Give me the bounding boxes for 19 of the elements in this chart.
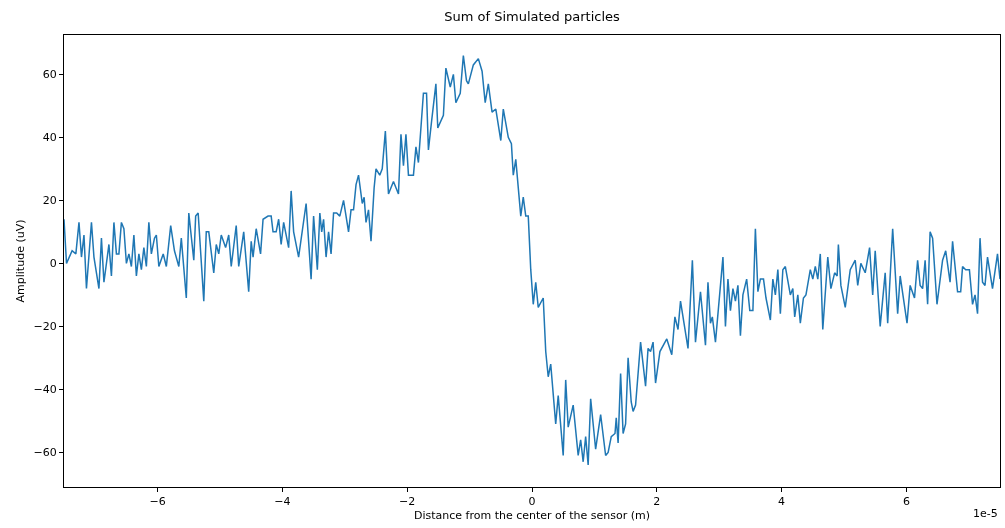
x-tick-label: 6: [902, 495, 910, 509]
y-tick-label: −20: [33, 320, 57, 334]
x-tick-label: 2: [653, 495, 661, 509]
y-tick-label: −60: [33, 446, 57, 460]
chart-title: Sum of Simulated particles: [444, 9, 621, 25]
line-series: [64, 54, 1000, 466]
y-tick-label: 60: [42, 68, 57, 82]
y-tick-label: 20: [42, 194, 57, 208]
x-tick-label: −2: [399, 495, 416, 509]
y-axis-title: Amplitude (uV): [14, 219, 28, 303]
x-axis-title: Distance from the center of the sensor (m): [413, 509, 651, 523]
x-tick-label: −4: [274, 495, 291, 509]
x-tick-label: 0: [528, 495, 536, 509]
x-tick-label: 4: [778, 495, 786, 509]
y-tick-label: −40: [33, 383, 57, 397]
y-tick-label: 40: [42, 131, 57, 145]
text: 1e-5: [973, 507, 998, 520]
y-tick-label: 0: [49, 257, 57, 271]
x-tick-label: −6: [149, 495, 166, 509]
